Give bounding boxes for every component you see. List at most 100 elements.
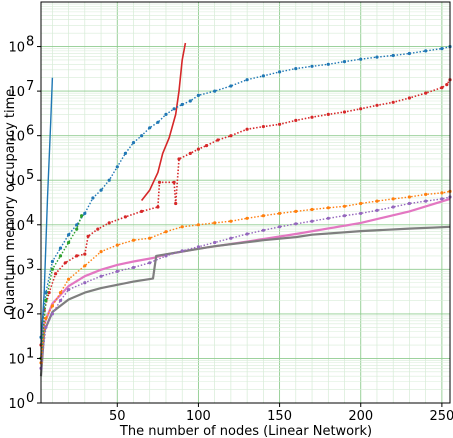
series-point-2	[326, 112, 330, 116]
grid-lines	[41, 2, 450, 404]
series-point-7	[278, 211, 282, 215]
series-point-4	[107, 178, 111, 182]
series-point-4	[131, 141, 136, 145]
y-axis-label: Quantum memory occupancy time	[3, 89, 18, 316]
series-point-8	[294, 222, 298, 226]
series-point-2	[156, 205, 160, 209]
series-point-2	[278, 122, 282, 126]
series-point-8	[67, 288, 71, 292]
series-line-4	[40, 45, 451, 338]
series-point-7	[44, 316, 48, 320]
series-point-7	[342, 204, 347, 208]
y-tick-exponent: 0	[26, 391, 34, 406]
series-point-7	[67, 277, 71, 281]
series-point-8	[310, 219, 314, 223]
series-point-8	[196, 245, 200, 249]
series-point-8	[50, 312, 55, 316]
series-point-2	[391, 100, 395, 104]
series-point-7	[261, 214, 265, 218]
y-tick-exponent: 7	[26, 79, 34, 94]
series-point-4	[196, 93, 200, 97]
series-point-7	[99, 250, 103, 254]
series-point-2	[424, 91, 428, 95]
series-point-4	[261, 74, 265, 78]
series-point-4	[424, 49, 428, 53]
series-point-7	[58, 291, 63, 295]
series-point-6	[50, 267, 55, 271]
x-tick-label: 150	[267, 409, 292, 424]
series-point-4	[148, 126, 152, 130]
y-tick-label: 10	[8, 263, 25, 278]
series-point-7	[375, 199, 379, 203]
series-line-5	[40, 77, 54, 346]
series-point-8	[180, 249, 184, 253]
series-point-2	[440, 86, 444, 90]
series-point-8	[278, 225, 282, 229]
y-tick-label: 10	[8, 41, 25, 56]
series-point-2	[407, 96, 411, 100]
series-point-7	[131, 238, 136, 242]
series-point-2	[140, 209, 144, 213]
series-point-2	[86, 234, 90, 238]
series-line-3	[140, 42, 187, 201]
x-tick-label: 50	[109, 409, 126, 424]
series-point-4	[407, 51, 411, 56]
series-point-6	[67, 240, 71, 245]
plot-frame	[40, 1, 451, 404]
series-point-8	[148, 261, 152, 265]
y-tick-exponent: 8	[26, 35, 34, 50]
series-point-4	[164, 112, 168, 116]
series-point-4	[75, 223, 79, 227]
series-point-8	[58, 298, 63, 303]
series-point-7	[359, 201, 363, 206]
series-point-4	[188, 99, 192, 103]
series-point-7	[310, 207, 314, 212]
series-point-6	[75, 227, 79, 231]
series-point-2	[96, 227, 100, 231]
series-point-7	[213, 221, 217, 225]
series-point-4	[58, 246, 63, 250]
series-point-2	[310, 115, 314, 119]
series-point-2	[54, 272, 58, 276]
series-point-4	[294, 67, 298, 71]
series-point-4	[391, 53, 395, 58]
series-point-7	[180, 225, 184, 229]
y-tick-exponent: 4	[26, 213, 34, 228]
y-tick-label: 10	[8, 352, 25, 367]
x-tick-label: 200	[348, 409, 373, 424]
series-point-8	[375, 208, 379, 212]
series-point-2	[261, 125, 265, 129]
series-point-8	[44, 325, 48, 329]
series-point-4	[156, 120, 160, 124]
y-tick-label: 10	[8, 397, 25, 412]
series-point-8	[245, 232, 249, 236]
series-point-8	[115, 269, 119, 273]
y-tick-label: 10	[8, 174, 25, 189]
series-point-7	[148, 236, 152, 240]
series-point-2	[229, 134, 233, 138]
series-point-2	[294, 118, 298, 122]
series-point-7	[83, 264, 87, 268]
series-point-2	[123, 215, 127, 219]
series-point-8	[261, 228, 265, 232]
series-point-7	[115, 243, 119, 247]
series-point-4	[44, 291, 48, 295]
series-line-1	[39, 225, 451, 377]
series-point-7	[407, 195, 411, 199]
series-point-8	[440, 197, 444, 201]
series-point-4	[310, 64, 314, 68]
series-point-2	[177, 157, 181, 161]
series-point-2	[375, 103, 379, 107]
series-point-4	[180, 102, 184, 107]
series-point-4	[213, 89, 217, 93]
series-point-4	[123, 151, 127, 155]
series-point-2	[63, 261, 67, 265]
series-point-8	[213, 240, 217, 245]
series-point-7	[391, 197, 395, 201]
series-point-8	[164, 254, 168, 258]
series-point-7	[440, 191, 444, 195]
series-point-6	[44, 298, 48, 303]
series-point-7	[245, 216, 249, 220]
series-point-8	[229, 236, 233, 240]
